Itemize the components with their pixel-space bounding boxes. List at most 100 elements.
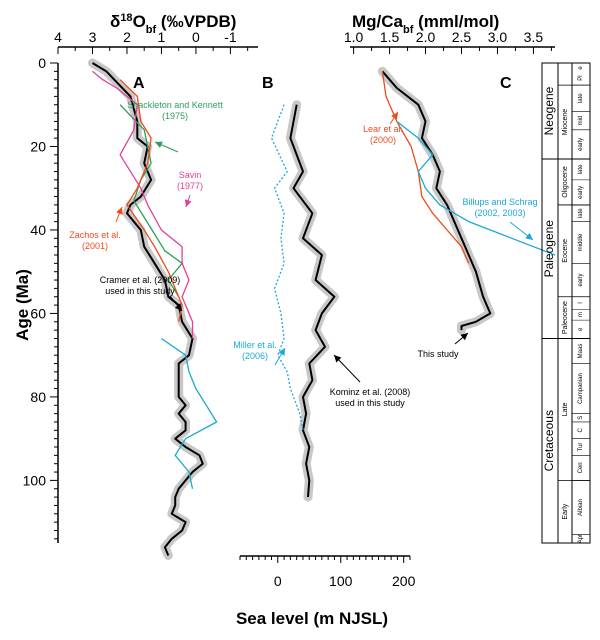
stage-label: early: [578, 274, 584, 287]
data-series: [91, 62, 556, 556]
y-tick-label: 20: [30, 138, 46, 154]
stage-label: Cen: [578, 462, 584, 473]
x-tick-label: 100: [329, 573, 353, 589]
stage-label-top: Pl: [578, 75, 584, 80]
stage-label: early: [578, 186, 584, 199]
x-tick-label: 1: [158, 29, 166, 45]
stage-label: e: [578, 327, 584, 331]
stage-label: Maas: [578, 344, 584, 359]
series-line: [91, 62, 204, 556]
period-label: Neogene: [542, 86, 556, 135]
x-tick-label: 3: [89, 29, 97, 45]
panel-c-label: C: [500, 75, 512, 92]
y-tick-label: 80: [30, 389, 46, 405]
panel-a-label: A: [133, 75, 145, 92]
period-label: Paleogene: [542, 220, 556, 278]
x-tick-label: 2.5: [452, 29, 472, 45]
annotation-text: used in this study: [105, 286, 175, 296]
annotation-text: Kominz et al. (2008): [330, 387, 411, 397]
x-tick-label: 1.0: [344, 29, 364, 45]
annotation-arrowhead: [155, 141, 163, 148]
annotation-text: Savin: [179, 170, 202, 180]
uncertainty-band: [285, 100, 339, 502]
series-line: [381, 71, 470, 264]
stage-label: late: [578, 208, 584, 218]
y-tick-label: 40: [30, 222, 46, 238]
series-line: [396, 120, 556, 256]
stage-label: l: [578, 302, 584, 303]
panel-b-label: B: [262, 75, 274, 92]
annotation-arrowhead: [184, 199, 192, 207]
annotation-text: Lear et al.: [363, 124, 403, 134]
stage-label: Tur: [578, 443, 584, 452]
annotation-arrowhead: [278, 348, 285, 356]
epoch-label: Oligocene: [562, 166, 569, 198]
epoch-label: Paleocene: [562, 301, 569, 334]
epoch-label: Late: [562, 403, 569, 417]
series-line: [119, 104, 183, 298]
stage-label: late: [578, 93, 584, 103]
series-line: [381, 70, 492, 331]
y-tick-label: 0: [38, 55, 46, 71]
series-line: [289, 104, 336, 498]
x-tick-label: -1: [224, 29, 237, 45]
stage-label: Apt: [578, 534, 584, 543]
annotation-text: (2001): [82, 241, 108, 251]
y-tick-label: 60: [30, 305, 46, 321]
annotation-text: used in this study: [335, 398, 405, 408]
annotation-text: Cramer et al. (2009): [100, 275, 181, 285]
annotation-text: Billups and Schrag: [462, 197, 537, 207]
annotation-text: (2002, 2003): [474, 208, 525, 218]
stage-label: S: [578, 416, 584, 420]
stage-label: Campanian: [578, 373, 584, 404]
epoch-label: Early: [562, 503, 569, 519]
series-line: [119, 79, 183, 322]
annotation-arrowhead: [334, 355, 342, 363]
panel-a-xlabel: δ18Obf (‰VPDB): [110, 12, 236, 36]
stage-label: middle: [578, 233, 584, 251]
annotation-text: Shackleton and Kennett: [127, 100, 223, 110]
x-tick-label: 200: [392, 573, 416, 589]
annotation-text: Miller et al.: [233, 340, 277, 350]
x-tick-label: 1.5: [380, 29, 400, 45]
stage-label: Albian: [578, 499, 584, 516]
annotation-arrowhead: [391, 112, 398, 120]
annotation-text: (2000): [370, 135, 396, 145]
x-tick-label: 2: [123, 29, 131, 45]
stage-label: C: [578, 427, 584, 432]
annotation-arrowhead: [116, 207, 123, 215]
stratigraphic-column: Neogene Paleogene Cretaceous Miocene Oligoce…: [541, 62, 591, 544]
annotations: Shackleton and Kennett(1975) Savin(1977) Z…: [69, 100, 537, 408]
period-label: Cretaceous: [542, 410, 556, 471]
series-line: [92, 70, 194, 339]
x-tick-label: 3.0: [488, 29, 508, 45]
x-tick-label: 2.0: [416, 29, 436, 45]
y-tick-label: 100: [23, 472, 47, 488]
annotation-arrowhead: [460, 333, 468, 341]
panel-a-axis: 4 3 2 1 0 -1: [54, 29, 258, 54]
panel-b-axis: 0 100 200: [239, 555, 416, 589]
y-axis: 0 20 40 60 80 100: [23, 55, 59, 543]
x-tick-label: 0: [274, 573, 282, 589]
x-tick-label: 0: [192, 29, 200, 45]
stage-label: m: [578, 312, 584, 317]
annotation-arrowhead: [525, 232, 533, 240]
series-line: [270, 104, 304, 431]
annotation-text: Zachos et al.: [69, 230, 121, 240]
stage-label-top: e: [578, 66, 584, 70]
x-tick-label: 4: [54, 29, 62, 45]
panel-c-xlabel: Mg/Cabf (mml/mol): [352, 12, 499, 36]
stage-label: late: [578, 164, 584, 174]
series-line: [161, 337, 218, 489]
panel-b-xlabel: Sea level (m NJSL): [236, 609, 388, 628]
y-axis-label: Age (Ma): [13, 269, 32, 341]
annotation-arrowhead: [174, 303, 182, 311]
epoch-label: Eocene: [562, 239, 569, 263]
panel-c-axis: 1.0 1.5 2.0 2.5 3.0 3.5: [344, 29, 555, 54]
annotation-text: This study: [417, 349, 459, 359]
annotation-text: (2006): [242, 351, 268, 361]
annotation-text: (1975): [162, 111, 188, 121]
x-tick-label: 3.5: [524, 29, 544, 45]
uncertainty-band: [88, 58, 208, 560]
